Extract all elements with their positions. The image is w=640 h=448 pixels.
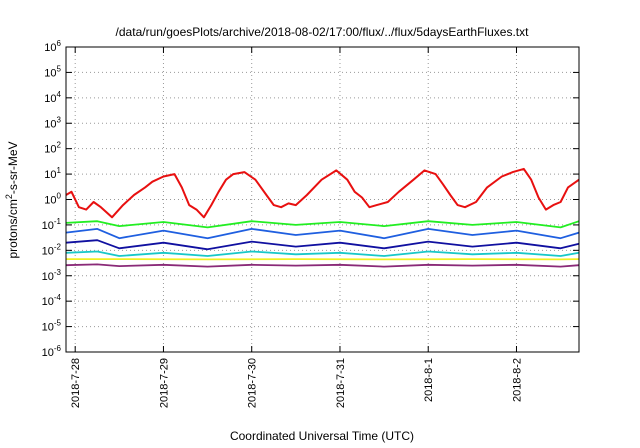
y-tick-exponent: 6 xyxy=(57,39,62,48)
y-tick-exponent: -2 xyxy=(54,242,62,251)
y-tick-label: 10-3 xyxy=(42,268,62,283)
series-line-1 xyxy=(65,167,580,219)
y-tick-base: 10 xyxy=(44,144,56,156)
x-tick-label: 2018-8-2 xyxy=(511,358,523,402)
y-tick-exponent: 5 xyxy=(57,64,62,73)
series-line-5 xyxy=(65,250,580,257)
x-axis-label: Coordinated Universal Time (UTC) xyxy=(230,429,414,443)
y-ticks-layer: 10610510410310210110010-110-210-310-410-… xyxy=(42,39,579,359)
y-tick-exponent: 2 xyxy=(57,141,62,150)
series-line-3 xyxy=(65,227,580,240)
y-tick-exponent: -5 xyxy=(54,319,62,328)
x-tick-label: 2018-7-30 xyxy=(247,358,259,408)
y-tick-base: 10 xyxy=(44,169,56,181)
y-tick-exponent: -1 xyxy=(54,217,62,226)
y-tick-label: 102 xyxy=(44,141,61,156)
y-tick-exponent: 3 xyxy=(57,115,62,124)
x-tick-label: 2018-7-28 xyxy=(70,358,82,408)
grid-layer xyxy=(66,47,579,352)
y-tick-label: 100 xyxy=(44,192,61,207)
y-tick-base: 10 xyxy=(42,271,54,283)
y-tick-base: 10 xyxy=(42,322,54,334)
x-tick-label: 2018-7-31 xyxy=(335,358,347,408)
y-tick-label: 10-1 xyxy=(42,217,62,232)
y-tick-base: 10 xyxy=(42,347,54,359)
y-tick-base: 10 xyxy=(44,118,56,130)
y-tick-base: 10 xyxy=(44,67,56,79)
y-tick-label: 104 xyxy=(44,90,61,105)
series-line-4 xyxy=(65,239,580,251)
y-tick-exponent: -6 xyxy=(54,344,62,353)
y-tick-label: 10-5 xyxy=(42,319,62,334)
y-tick-label: 10-4 xyxy=(42,293,62,308)
y-tick-exponent: -3 xyxy=(54,268,62,277)
y-tick-base: 10 xyxy=(44,93,56,105)
y-tick-exponent: 0 xyxy=(57,192,62,201)
y-tick-exponent: -4 xyxy=(54,293,62,302)
y-tick-exponent: 4 xyxy=(57,90,62,99)
y-tick-label: 10-2 xyxy=(42,242,62,257)
series-layer xyxy=(65,167,580,268)
y-axis-label-superscript: 2 xyxy=(4,194,14,199)
y-tick-label: 106 xyxy=(44,39,61,54)
x-tick-label: 2018-7-29 xyxy=(158,358,170,408)
y-tick-label: 10-6 xyxy=(42,344,62,359)
series-line-2 xyxy=(65,220,580,229)
y-tick-label: 105 xyxy=(44,64,61,79)
y-tick-exponent: 1 xyxy=(57,166,62,175)
chart-title: /data/run/goesPlots/archive/2018-08-02/1… xyxy=(116,25,530,39)
y-axis-label: protons/cm2-s-sr-MeV xyxy=(4,141,20,258)
y-axis-label-tail: -s-sr-MeV xyxy=(6,141,20,194)
x-tick-label: 2018-8-1 xyxy=(423,358,435,402)
y-axis-label-main: protons/cm xyxy=(6,199,20,258)
x-ticks-layer: 2018-7-28 2018-7-29 2018-7-30 2018-7-31 2018… xyxy=(70,47,523,408)
y-tick-base: 10 xyxy=(44,42,56,54)
y-tick-label: 101 xyxy=(44,166,61,181)
series-line-7 xyxy=(65,263,580,268)
y-tick-base: 10 xyxy=(42,220,54,232)
y-tick-label: 103 xyxy=(44,115,61,130)
y-tick-base: 10 xyxy=(44,195,56,207)
y-tick-base: 10 xyxy=(42,245,54,257)
y-tick-base: 10 xyxy=(42,296,54,308)
